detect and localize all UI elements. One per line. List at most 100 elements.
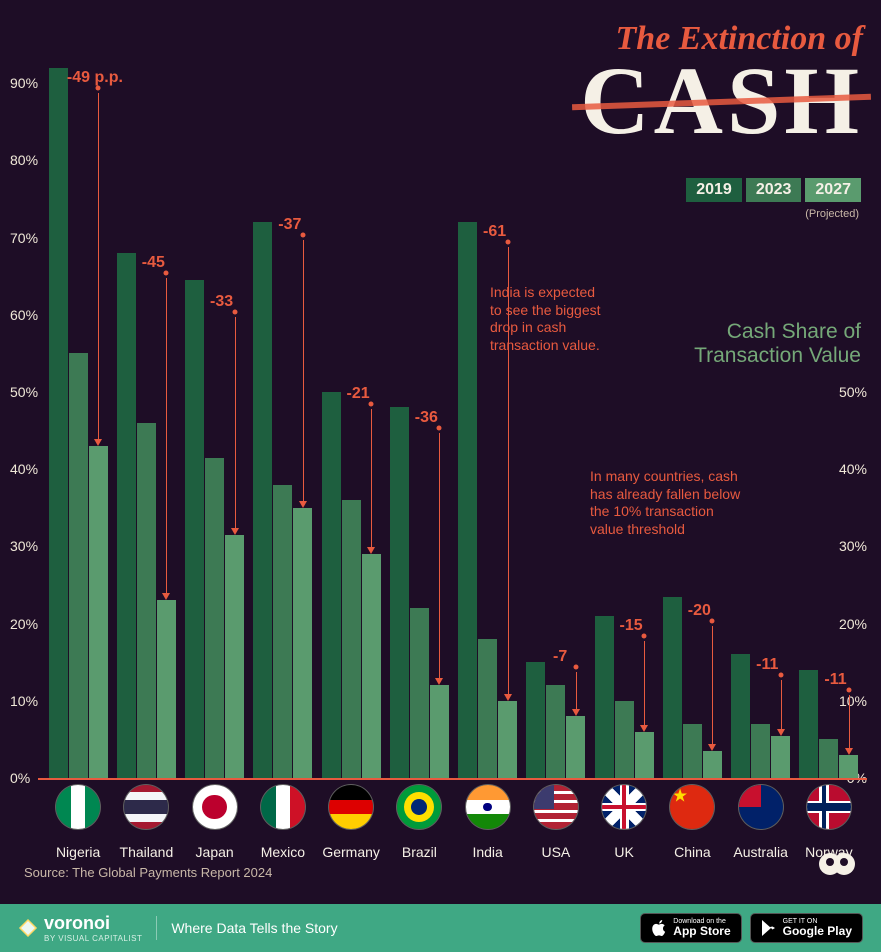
delta-dot bbox=[164, 271, 169, 276]
country-group: Norway-11 bbox=[795, 0, 863, 778]
bar bbox=[526, 662, 545, 778]
country-group: Mexico-37 bbox=[249, 0, 317, 778]
delta-arrow-icon bbox=[435, 678, 443, 685]
bar bbox=[253, 222, 272, 778]
bar bbox=[819, 739, 838, 778]
brand-mask-icon bbox=[817, 849, 857, 884]
flag-icon bbox=[465, 784, 511, 830]
bar bbox=[703, 751, 722, 778]
country-label: USA bbox=[541, 844, 570, 860]
delta-line bbox=[712, 626, 713, 745]
country-label: Mexico bbox=[261, 844, 305, 860]
bar bbox=[205, 458, 224, 778]
flag-icon bbox=[738, 784, 784, 830]
delta-dot bbox=[437, 425, 442, 430]
delta-dot bbox=[642, 634, 647, 639]
delta-dot bbox=[573, 664, 578, 669]
y-tick-left: 50% bbox=[10, 384, 38, 400]
bar bbox=[390, 407, 409, 778]
delta-line bbox=[781, 680, 782, 730]
y-tick-left: 90% bbox=[10, 75, 38, 91]
bars-container: Nigeria-49 p.p.Thailand-45Japan-33Mexico… bbox=[44, 0, 863, 778]
delta-arrow-icon bbox=[299, 501, 307, 508]
y-tick-left: 0% bbox=[10, 770, 30, 786]
delta-line bbox=[644, 641, 645, 726]
country-label: Germany bbox=[322, 844, 380, 860]
delta-dot bbox=[505, 240, 510, 245]
app-store-button[interactable]: Download on theApp Store bbox=[640, 913, 741, 943]
delta-label: -7 bbox=[553, 648, 567, 666]
y-tick-left: 70% bbox=[10, 230, 38, 246]
delta-label: -37 bbox=[278, 216, 301, 234]
apple-icon bbox=[651, 919, 667, 937]
bar bbox=[430, 685, 449, 778]
flag-icon: ★ bbox=[669, 784, 715, 830]
delta-label: -33 bbox=[210, 293, 233, 311]
voronoi-logo[interactable]: voronoi BY VISUAL CAPITALIST bbox=[18, 913, 142, 943]
delta-arrow-icon bbox=[504, 694, 512, 701]
delta-label: -61 bbox=[483, 223, 506, 241]
footer-tagline: Where Data Tells the Story bbox=[171, 920, 337, 936]
country-label: China bbox=[674, 844, 711, 860]
bar bbox=[69, 353, 88, 778]
delta-dot bbox=[232, 309, 237, 314]
flag-icon bbox=[328, 784, 374, 830]
bar bbox=[273, 485, 292, 778]
flag-icon bbox=[123, 784, 169, 830]
delta-line bbox=[303, 240, 304, 502]
bar bbox=[410, 608, 429, 778]
delta-label: -15 bbox=[620, 617, 643, 635]
flag-icon bbox=[192, 784, 238, 830]
country-label: Japan bbox=[196, 844, 234, 860]
bar bbox=[157, 600, 176, 778]
flag-icon bbox=[601, 784, 647, 830]
delta-line bbox=[98, 93, 99, 440]
country-label: UK bbox=[614, 844, 633, 860]
country-group: ★China-20 bbox=[658, 0, 726, 778]
footer-bar: voronoi BY VISUAL CAPITALIST Where Data … bbox=[0, 904, 881, 952]
delta-dot bbox=[369, 402, 374, 407]
country-group: Brazil-36 bbox=[385, 0, 453, 778]
brand-text: voronoi bbox=[44, 913, 110, 933]
bar bbox=[595, 616, 614, 778]
google-play-icon bbox=[761, 919, 777, 937]
delta-line bbox=[849, 695, 850, 749]
chart-area: The Extinction of CASH 201920232027 (Pro… bbox=[0, 0, 881, 890]
bar bbox=[362, 554, 381, 778]
google-play-button[interactable]: GET IT ONGoogle Play bbox=[750, 913, 863, 943]
flag-icon bbox=[806, 784, 852, 830]
flag-icon bbox=[396, 784, 442, 830]
country-label: Brazil bbox=[402, 844, 437, 860]
country-group: Australia-11 bbox=[727, 0, 795, 778]
delta-arrow-icon bbox=[708, 744, 716, 751]
country-label: India bbox=[472, 844, 502, 860]
bar bbox=[546, 685, 565, 778]
delta-arrow-icon bbox=[640, 725, 648, 732]
delta-arrow-icon bbox=[162, 593, 170, 600]
delta-dot bbox=[96, 85, 101, 90]
callout-text: India is expectedto see the biggestdrop … bbox=[490, 284, 601, 354]
y-tick-left: 10% bbox=[10, 693, 38, 709]
y-tick-left: 40% bbox=[10, 461, 38, 477]
bar bbox=[683, 724, 702, 778]
y-tick-left: 80% bbox=[10, 152, 38, 168]
delta-dot bbox=[300, 232, 305, 237]
bar bbox=[498, 701, 517, 778]
y-tick-left: 30% bbox=[10, 538, 38, 554]
country-group: Japan-33 bbox=[181, 0, 249, 778]
delta-line bbox=[166, 278, 167, 594]
country-group: USA-7 bbox=[522, 0, 590, 778]
bar bbox=[117, 253, 136, 778]
delta-label: -45 bbox=[142, 254, 165, 272]
country-label: Nigeria bbox=[56, 844, 100, 860]
bar bbox=[663, 597, 682, 778]
delta-arrow-icon bbox=[367, 547, 375, 554]
bar bbox=[293, 508, 312, 778]
country-group: Nigeria-49 p.p. bbox=[44, 0, 112, 778]
bar bbox=[839, 755, 858, 778]
delta-label: -11 bbox=[824, 671, 846, 689]
country-group: Thailand-45 bbox=[112, 0, 180, 778]
bar bbox=[799, 670, 818, 778]
delta-label: -11 bbox=[756, 656, 778, 674]
delta-label: -20 bbox=[688, 602, 711, 620]
